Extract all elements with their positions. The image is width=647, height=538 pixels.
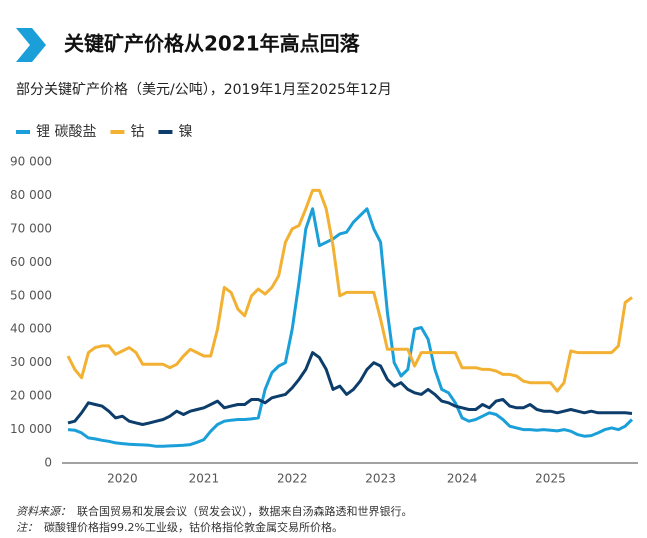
legend: 锂 碳酸盐 钴 镍 xyxy=(16,124,192,140)
note-label: 注： xyxy=(16,521,38,534)
chart-subtitle: 部分关键矿产价格（美元/公吨），2019年1月至2025年12月 xyxy=(16,82,392,98)
logo-chevron xyxy=(16,28,46,62)
legend-label: 锂 碳酸盐 xyxy=(36,124,96,140)
series-line xyxy=(67,207,634,448)
x-tick-label: 2022 xyxy=(277,472,308,486)
y-tick-label: 70 000 xyxy=(10,221,52,235)
y-tick-label: 50 000 xyxy=(10,288,52,302)
y-tick-label: 80 000 xyxy=(10,188,52,202)
y-tick-label: 90 000 xyxy=(10,155,52,169)
y-tick-label: 10 000 xyxy=(10,422,52,436)
x-tick-label: 2023 xyxy=(365,472,396,486)
x-tick-label: 2020 xyxy=(107,472,138,486)
x-tick-label: 2024 xyxy=(447,472,478,486)
y-tick-label: 60 000 xyxy=(10,255,52,269)
y-tick-label: 0 xyxy=(44,456,52,470)
chart-title: 关键矿产价格从2021年高点回落 xyxy=(64,32,361,56)
x-tick-label: 2021 xyxy=(189,472,220,486)
y-tick-label: 40 000 xyxy=(10,322,52,336)
legend-label: 钴 xyxy=(130,124,144,140)
legend-label: 镍 xyxy=(178,124,192,140)
x-tick-label: 2025 xyxy=(535,472,566,486)
source-text: 联合国贸易和发展会议（贸发会议），数据来自汤森路透和世界银行。 xyxy=(77,504,413,518)
plot-area: 0 10 000 20 000 30 000 40 000 50 000 60 000 70 … xyxy=(10,155,638,486)
note-text: 碳酸锂价格指99.2%工业级，钴价格指伦敦金属交易所价格。 xyxy=(44,520,343,534)
series-line xyxy=(66,188,633,393)
y-tick-label: 20 000 xyxy=(10,389,52,403)
source-label: 资料来源： xyxy=(16,505,71,518)
y-tick-label: 30 000 xyxy=(10,355,52,369)
source: 资料来源： 联合国贸易和发展会议（贸发会议），数据来自汤森路透和世界银行。 xyxy=(16,504,413,518)
series-line xyxy=(67,351,633,426)
note: 注： 碳酸锂价格指99.2%工业级，钴价格指伦敦金属交易所价格。 xyxy=(16,520,343,534)
